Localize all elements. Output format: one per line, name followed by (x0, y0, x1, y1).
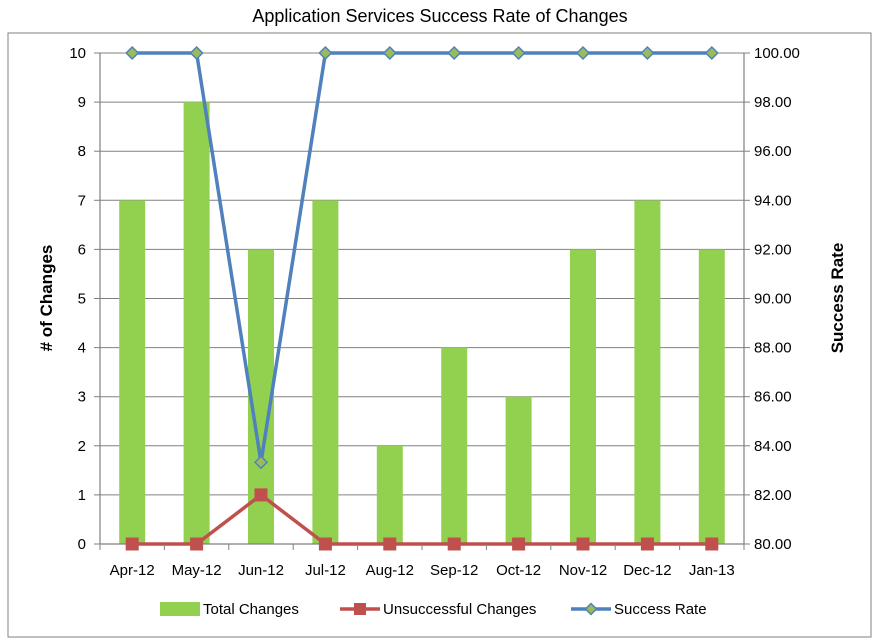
left-tick-label: 7 (78, 192, 86, 209)
left-tick-label: 10 (69, 45, 86, 62)
diamond-marker (447, 45, 462, 61)
bar (312, 200, 339, 545)
square-marker (254, 488, 268, 502)
right-tick-label: 98.00 (754, 94, 792, 111)
diamond-marker (511, 45, 526, 61)
x-tick-label: Jul-12 (305, 562, 346, 579)
bar (698, 249, 725, 544)
diamond-marker (125, 45, 140, 61)
diamond-marker (318, 45, 333, 61)
left-tick-label: 4 (78, 340, 86, 357)
y-axis-title: # of Changes (37, 245, 56, 352)
bar (376, 445, 403, 544)
diamond-marker (253, 455, 269, 470)
left-tick-label: 0 (78, 536, 86, 553)
right-tick-label: 84.00 (754, 438, 792, 455)
square-marker (383, 537, 397, 551)
diamond-marker (704, 45, 719, 61)
square-marker (705, 537, 719, 551)
right-tick-label: 82.00 (754, 487, 792, 504)
square-marker (318, 537, 332, 551)
right-tick-label: 96.00 (754, 143, 792, 160)
left-tick-label: 9 (78, 94, 86, 111)
diamond-marker (189, 45, 204, 61)
right-tick-label: 90.00 (754, 291, 792, 308)
square-marker (640, 537, 654, 551)
x-tick-label: Dec-12 (623, 562, 671, 579)
x-tick-label: Sep-12 (430, 562, 478, 579)
right-tick-label: 100.00 (754, 45, 800, 62)
left-tick-label: 8 (78, 143, 86, 160)
bar (119, 200, 146, 545)
legend-label: Success Rate (614, 601, 707, 618)
right-tick-label: 88.00 (754, 340, 792, 357)
x-tick-labels: Apr-12 May-12 Jun-12 Jul-12 Aug-12 Sep-12 Oct-… (99, 544, 745, 579)
bar (634, 200, 661, 545)
legend: Total Changes Unsuccessful Changes Success… (160, 601, 707, 618)
chart-title: Application Services Success Rate of Cha… (252, 6, 627, 26)
bar (505, 396, 532, 544)
bar (570, 249, 596, 544)
legend-label: Total Changes (203, 601, 299, 618)
chart-border (7, 32, 872, 638)
legend-marker-square (354, 603, 366, 615)
legend-marker-diamond (584, 602, 598, 616)
x-tick-label: Jun-12 (238, 562, 284, 579)
right-tick-label: 94.00 (754, 192, 792, 209)
diamond-marker (640, 45, 655, 61)
x-tick-label: Nov-12 (559, 562, 607, 579)
legend-label: Unsuccessful Changes (383, 601, 536, 618)
diamond-marker (575, 45, 591, 61)
right-tick-label: 80.00 (754, 536, 792, 553)
square-marker (512, 537, 526, 551)
right-tick-labels: 80.00 82.00 84.00 86.00 88.00 90.00 92.00 94.00… (744, 45, 800, 553)
x-tick-label: May-12 (172, 562, 222, 579)
success-rate-line (132, 51, 712, 464)
bar (183, 102, 210, 544)
diamond-marker (382, 45, 397, 61)
square-marker (447, 537, 461, 551)
legend-swatch-total-changes (160, 602, 200, 616)
bar (441, 347, 468, 544)
right-tick-label: 92.00 (754, 241, 792, 258)
x-tick-label: Apr-12 (110, 562, 155, 579)
left-tick-label: 6 (78, 241, 86, 258)
x-tick-label: Aug-12 (366, 562, 414, 579)
left-tick-label: 1 (78, 487, 86, 504)
square-marker (576, 537, 590, 551)
left-tick-label: 2 (78, 438, 86, 455)
x-tick-label: Jan-13 (689, 562, 735, 579)
x-tick-label: Oct-12 (496, 562, 541, 579)
y2-axis-title: Success Rate (828, 243, 847, 354)
square-marker (190, 537, 204, 551)
right-tick-label: 86.00 (754, 389, 792, 406)
left-tick-label: 5 (78, 291, 86, 308)
left-tick-label: 3 (78, 389, 86, 406)
left-tick-labels: 0 1 2 3 4 5 6 7 8 9 10 (69, 45, 100, 553)
square-marker (125, 537, 139, 551)
